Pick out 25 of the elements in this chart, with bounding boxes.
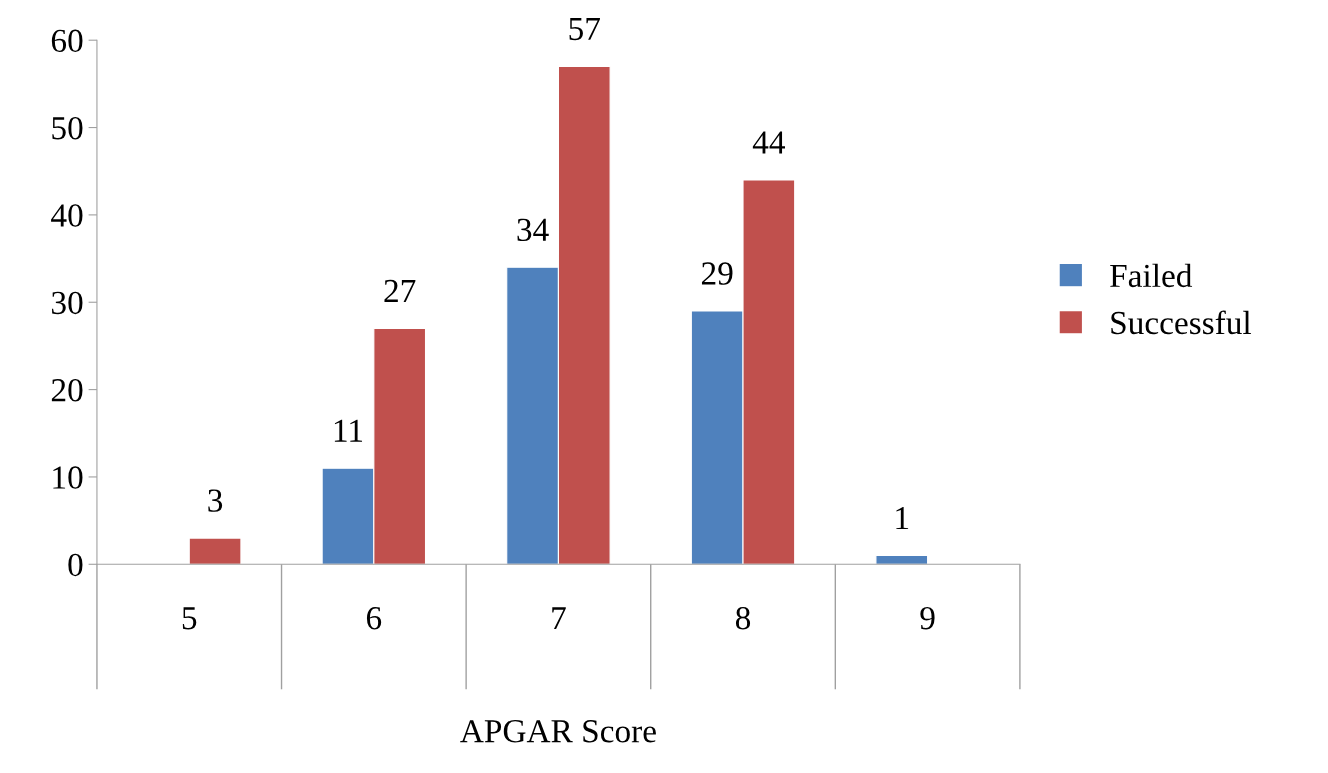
legend-label: Failed	[1110, 263, 1193, 288]
x-axis-title: APGAR Score	[460, 720, 656, 743]
x-tick-label: 5	[182, 607, 197, 630]
x-tick-label: 8	[735, 606, 751, 630]
y-tick-label: 60	[51, 29, 83, 53]
y-tick-label: 0	[68, 553, 83, 577]
y-tick-label: 30	[52, 291, 83, 315]
x-tick-label: 6	[366, 607, 382, 630]
data-label: 11	[334, 419, 363, 442]
data-label: 1	[896, 507, 909, 530]
x-tick-label: 9	[920, 607, 935, 630]
bar	[188, 537, 242, 565]
bar	[875, 555, 929, 565]
y-tick-label: 40	[51, 204, 83, 227]
data-label: 44	[752, 131, 785, 154]
y-tick-label: 10	[53, 466, 83, 489]
legend-label: Successful	[1111, 310, 1252, 335]
data-label: 3	[208, 489, 223, 512]
data-label: 34	[517, 218, 549, 242]
data-label: 29	[701, 262, 733, 285]
y-tick-label: 50	[52, 116, 83, 140]
data-label: 57	[569, 18, 600, 41]
data-label: 27	[384, 279, 416, 302]
x-tick-label: 7	[552, 607, 566, 630]
y-tick-label: 20	[51, 378, 83, 402]
